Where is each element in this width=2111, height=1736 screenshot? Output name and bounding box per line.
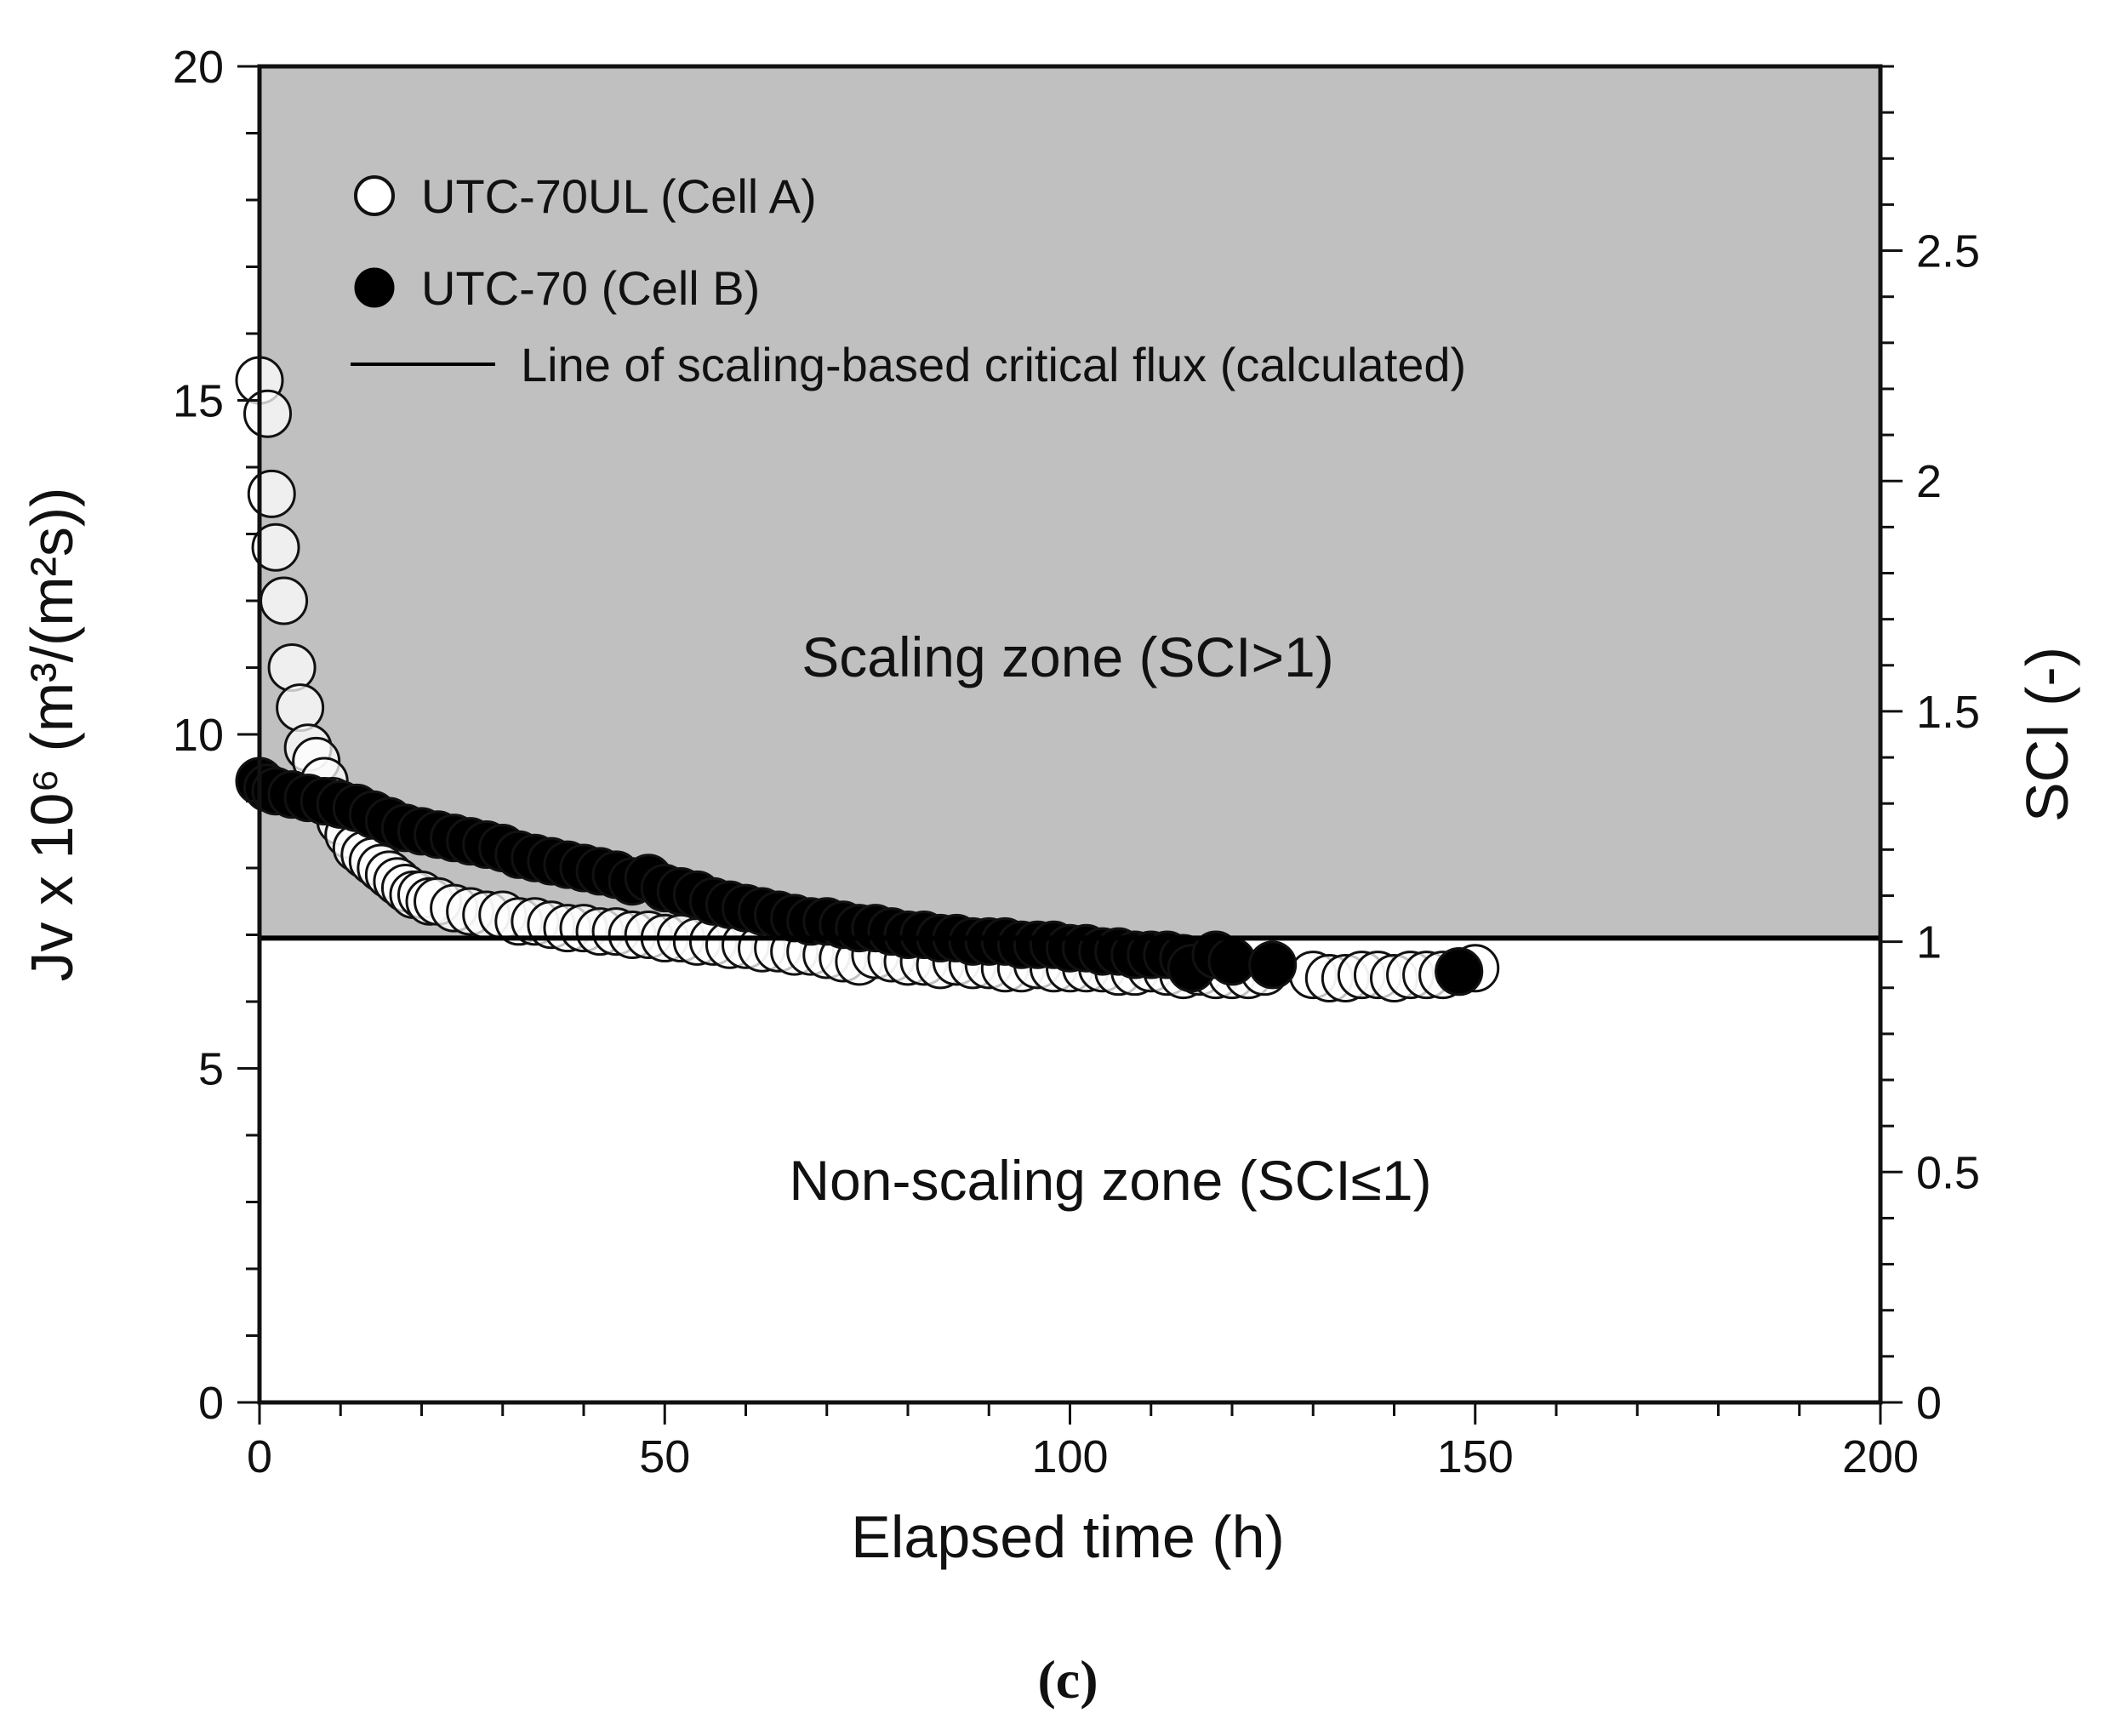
data-point-cell-a [267,643,317,692]
legend-entry-critical-line: Line of scaling-based critical flux (cal… [521,338,1466,391]
y-tick-label: 20 [173,42,224,93]
scaling-zone-label: Scaling zone (SCI>1) [802,625,1334,688]
legend: UTC-70UL (Cell A) UTC-70 (Cell B) Line o… [351,169,1466,391]
non-scaling-zone-label: Non-scaling zone (SCI≤1) [789,1149,1431,1212]
x-tick-label: 50 [639,1431,690,1482]
y-tick-label: 10 [173,710,224,761]
right-y-axis-title: SCI (-) [2014,647,2080,822]
data-point-cell-a [260,576,309,625]
data-point-cell-a [276,683,325,733]
data-point-cell-a [247,469,296,518]
y-right-tick-label: 0.5 [1916,1147,1980,1198]
y-right-tick-label: 2 [1916,456,1942,507]
x-tick-label: 100 [1031,1431,1108,1482]
data-points-layer [235,356,1500,1003]
x-tick-label: 150 [1437,1431,1514,1482]
axis-ticks-layer [237,65,1903,1425]
data-point-cell-b [1248,940,1298,990]
legend-filled-circle-marker [354,267,395,308]
y-tick-label: 5 [198,1044,224,1095]
y-right-tick-label: 2.5 [1916,226,1980,277]
scaling-zone-area [260,66,1880,939]
x-tick-label: 0 [247,1431,272,1482]
panel-label: (c) [1037,1649,1098,1710]
y-tick-label: 15 [173,376,224,427]
data-point-cell-b [1207,937,1257,986]
data-point-cell-b [1435,947,1484,996]
y-right-tick-label: 1 [1916,917,1942,968]
legend-entry-cell-b: UTC-70 (Cell B) [421,261,760,315]
x-axis-title: Elapsed time (h) [851,1504,1285,1570]
y-right-tick-label: 0 [1916,1378,1942,1429]
y-right-tick-label: 1.5 [1916,687,1980,738]
x-tick-label: 200 [1842,1431,1919,1482]
data-point-cell-a [251,523,300,572]
legend-entry-cell-a: UTC-70UL (Cell A) [421,169,817,223]
data-point-cell-a [243,389,293,438]
legend-open-circle-marker [354,175,395,216]
y-axis-title: Jv x 10⁶ (m³/(m²s)) [19,488,85,982]
y-tick-label: 0 [198,1378,224,1429]
